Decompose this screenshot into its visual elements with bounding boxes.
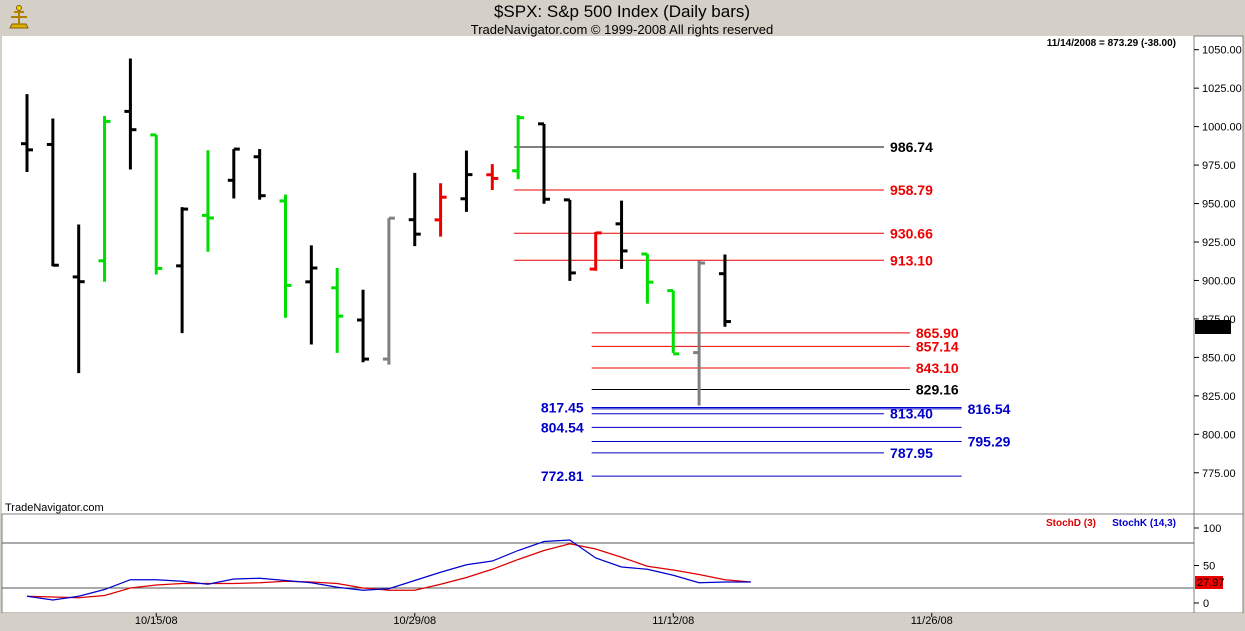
ohlc-bar [718, 254, 731, 327]
ohlc-bar [538, 122, 550, 204]
ohlc-bar [357, 289, 370, 363]
ohlc-bar [615, 200, 628, 269]
price-axis-label: 800.00 [1202, 429, 1236, 441]
ohlc-bar [21, 94, 33, 172]
indicator-panel-bg [1, 513, 1195, 614]
level-label: 804.54 [541, 419, 584, 435]
level-label: 795.29 [968, 434, 1011, 450]
level-label: 787.95 [890, 445, 933, 461]
stoch-legend-entry: StochD (3) [1046, 518, 1096, 529]
price-axis-label: 975.00 [1202, 160, 1236, 172]
price-tag: 873.29 [1195, 320, 1231, 334]
date-axis: 10/15/08 10/29/08 11/12/08 11/26/08 [135, 613, 953, 627]
price-panel-bg [2, 36, 1194, 514]
ohlc-bar [150, 133, 163, 275]
ohlc-bar [641, 252, 654, 304]
price-axis-label: 1000.00 [1202, 122, 1242, 134]
logo-icon [4, 4, 34, 32]
price-axis-label: 850.00 [1202, 352, 1236, 364]
price-axis-label: 925.00 [1202, 237, 1236, 249]
ohlc-bar [72, 224, 85, 374]
level-label: 930.66 [890, 225, 933, 241]
date-axis-label: 10/29/08 [393, 615, 436, 627]
date-axis-label: 10/15/08 [135, 615, 178, 627]
date-axis-label: 11/26/08 [911, 615, 953, 627]
stoch-axis: 100 50 0 [2, 523, 1221, 610]
indicator-axis-bg [1193, 513, 1244, 614]
level-label: 986.74 [890, 139, 933, 155]
ohlc-bar [227, 147, 240, 199]
ohlc-bar [512, 115, 525, 180]
stoch-axis-label: 50 [1203, 561, 1215, 573]
chart-subtitle: TradeNavigator.com © 1999-2008 All right… [471, 22, 773, 37]
ohlc-bar [331, 268, 344, 353]
ohlc-bar [201, 150, 214, 252]
price-axis-label: 900.00 [1202, 275, 1236, 287]
price-axis-label: 950.00 [1202, 199, 1236, 211]
ohlc-bar [460, 150, 473, 212]
ohlc-bar [693, 260, 706, 406]
stoch-series-line [26, 539, 751, 601]
ohlc-bar [382, 216, 395, 365]
level-label: 843.10 [916, 360, 959, 376]
stoch-tag: 27.97 [1195, 576, 1225, 589]
stoch-axis-label: 100 [1203, 523, 1221, 535]
ohlc-bar [563, 198, 576, 281]
level-label: 772.81 [541, 468, 584, 484]
watermark: TradeNavigator.com [5, 502, 104, 514]
stoch-legend-entry: StochK (14,3) [1112, 518, 1176, 529]
stoch-legend: StochD (3) StochK (14,3) [1046, 518, 1176, 529]
date-axis-label: 11/12/08 [652, 615, 694, 627]
last-quote: 11/14/2008 = 873.29 (-38.00) [1047, 38, 1176, 49]
ohlc-bar [253, 149, 266, 200]
stoch-tag-text: 27.97 [1197, 577, 1225, 589]
ohlc-bar [279, 194, 292, 318]
level-label: 813.40 [890, 406, 933, 422]
ohlc-bar [486, 164, 499, 190]
level-label: 816.54 [968, 401, 1011, 417]
ohlc-bar [124, 58, 137, 170]
stoch-lines [26, 539, 751, 601]
level-label: 865.90 [916, 325, 959, 341]
ohlc-bar [46, 118, 59, 267]
price-axis-label: 825.00 [1202, 391, 1236, 403]
stoch-series-line [26, 543, 751, 599]
price-tag-text: 873.29 [1197, 322, 1231, 334]
price-axis-label: 775.00 [1202, 468, 1236, 480]
ohlc-bars [21, 58, 731, 406]
ohlc-bar [176, 207, 189, 334]
ohlc-bar [305, 245, 318, 345]
level-label: 958.79 [890, 182, 933, 198]
price-axis-label: 1025.00 [1202, 83, 1242, 95]
ohlc-bar [589, 231, 602, 271]
date-axis-bg [2, 613, 1243, 630]
price-axis-label: 1050.00 [1202, 45, 1242, 57]
level-label: 829.16 [916, 381, 959, 397]
stoch-axis-label: 0 [1203, 598, 1209, 610]
ohlc-bar [408, 172, 421, 247]
ohlc-bar [434, 183, 447, 237]
ohlc-bar [667, 289, 680, 356]
level-label: 913.10 [890, 252, 933, 268]
ohlc-bar [98, 116, 111, 282]
chart-title: $SPX: S&p 500 Index (Daily bars) [494, 2, 750, 21]
level-label: 857.14 [916, 338, 959, 354]
level-label: 817.45 [541, 399, 584, 415]
